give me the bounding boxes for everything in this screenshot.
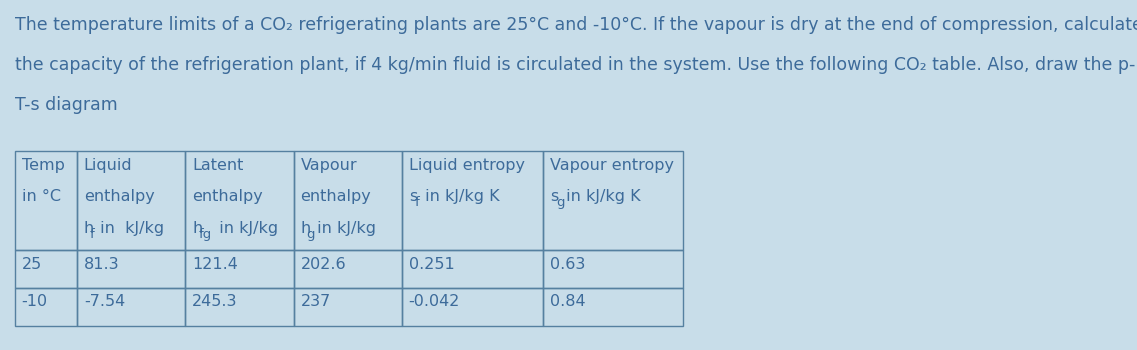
Text: Liquid entropy: Liquid entropy: [408, 158, 524, 173]
Text: 0.63: 0.63: [550, 257, 586, 272]
Text: Vapour entropy: Vapour entropy: [550, 158, 674, 173]
Text: g: g: [307, 228, 315, 240]
Bar: [77, 288, 185, 326]
Text: fg: fg: [198, 228, 211, 240]
Bar: [401, 288, 543, 326]
Text: Liquid: Liquid: [84, 158, 132, 173]
Text: -10: -10: [22, 294, 48, 309]
Text: Vapour: Vapour: [300, 158, 357, 173]
Bar: [293, 250, 401, 288]
Text: s: s: [408, 189, 417, 204]
Text: f: f: [415, 196, 420, 209]
Bar: [185, 250, 293, 288]
Bar: [185, 150, 293, 250]
Text: -0.042: -0.042: [408, 294, 460, 309]
Text: 202.6: 202.6: [300, 257, 346, 272]
Text: 237: 237: [300, 294, 331, 309]
Text: 0.251: 0.251: [408, 257, 455, 272]
Text: in kJ/kg: in kJ/kg: [312, 220, 376, 236]
Text: Temp: Temp: [22, 158, 65, 173]
Bar: [401, 250, 543, 288]
Text: enthalpy: enthalpy: [84, 189, 155, 204]
Text: 81.3: 81.3: [84, 257, 119, 272]
Bar: [15, 288, 77, 326]
Text: in kJ/kg K: in kJ/kg K: [562, 189, 641, 204]
Bar: [293, 288, 401, 326]
Text: h: h: [192, 220, 202, 236]
Text: 25: 25: [22, 257, 42, 272]
Bar: [77, 150, 185, 250]
Bar: [293, 150, 401, 250]
Text: Latent: Latent: [192, 158, 243, 173]
Bar: [15, 150, 77, 250]
Text: 0.84: 0.84: [550, 294, 586, 309]
Bar: [15, 250, 77, 288]
Bar: [543, 150, 683, 250]
Text: enthalpy: enthalpy: [192, 189, 263, 204]
Text: g: g: [556, 196, 565, 209]
Text: T-s diagram: T-s diagram: [15, 96, 117, 114]
Text: h: h: [84, 220, 94, 236]
Text: 121.4: 121.4: [192, 257, 238, 272]
Text: in kJ/kg: in kJ/kg: [209, 220, 277, 236]
Bar: [77, 250, 185, 288]
Bar: [401, 150, 543, 250]
Text: enthalpy: enthalpy: [300, 189, 371, 204]
Bar: [543, 288, 683, 326]
Text: h: h: [300, 220, 310, 236]
Text: in kJ/kg K: in kJ/kg K: [421, 189, 500, 204]
Text: in  kJ/kg: in kJ/kg: [96, 220, 165, 236]
Text: 245.3: 245.3: [192, 294, 238, 309]
Bar: [543, 250, 683, 288]
Text: the capacity of the refrigeration plant, if 4 kg/min fluid is circulated in the : the capacity of the refrigeration plant,…: [15, 56, 1137, 74]
Text: f: f: [90, 228, 94, 240]
Text: The temperature limits of a CO₂ refrigerating plants are 25°C and -10°C. If the : The temperature limits of a CO₂ refriger…: [15, 16, 1137, 34]
Text: -7.54: -7.54: [84, 294, 125, 309]
Text: in °C: in °C: [22, 189, 60, 204]
Text: s: s: [550, 189, 558, 204]
Bar: [185, 288, 293, 326]
